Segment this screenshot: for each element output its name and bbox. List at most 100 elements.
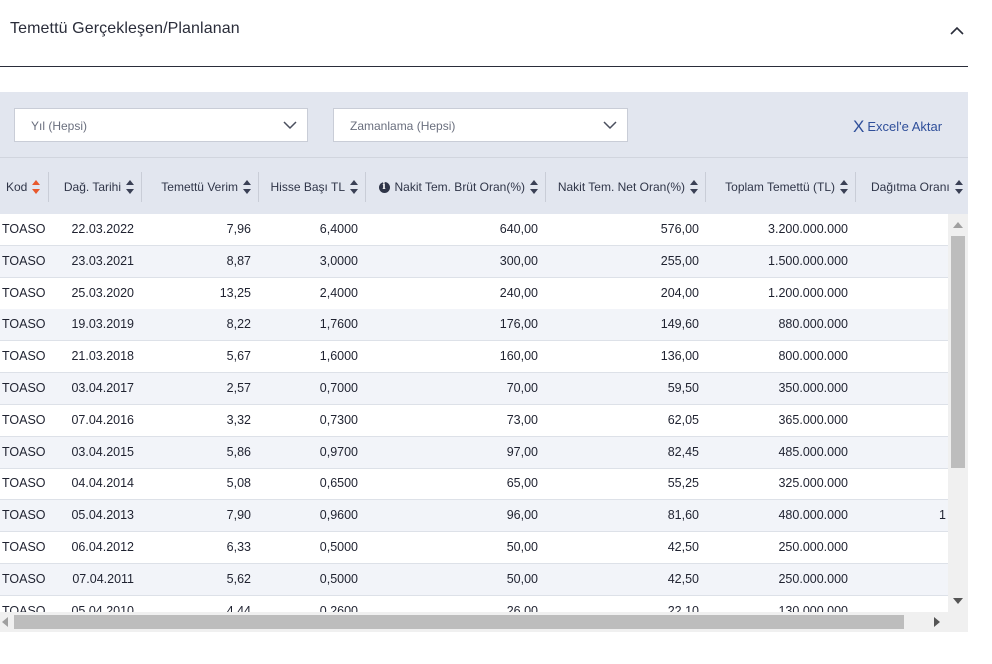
table-row[interactable]: TOASO 07.04.2011 5,62 0,5000 50,00 42,50 250.0… — [0, 563, 948, 596]
column-header-label: Nakit Tem. Brüt Oran(%) — [394, 180, 525, 194]
cell-toplam-temettu: 130.000.000 — [778, 603, 848, 612]
column-header-dag-tarihi[interactable]: Dağ. Tarihi — [49, 172, 142, 202]
cell-dagitma-orani — [860, 341, 946, 372]
cell-kod: TOASO — [2, 381, 46, 395]
sort-icon[interactable] — [126, 180, 135, 194]
column-header-kod[interactable]: Kod — [0, 172, 49, 202]
table-row[interactable]: TOASO 03.04.2015 5,86 0,9700 97,00 82,45 485.0… — [0, 436, 948, 469]
cell-dag-tarihi: 19.03.2019 — [71, 317, 134, 332]
column-header-nakit-brut[interactable]: i Nakit Tem. Brüt Oran(%) — [366, 172, 546, 202]
table-row[interactable]: TOASO 22.03.2022 7,96 6,4000 640,00 576,00 3.2… — [0, 214, 948, 246]
cell-dagitma-orani — [860, 532, 946, 563]
table-row[interactable]: TOASO 23.03.2021 8,87 3,0000 300,00 255,00 1.5… — [0, 245, 948, 278]
cell-dag-tarihi: 05.04.2013 — [71, 508, 134, 523]
cell-dagitma-orani — [860, 214, 946, 245]
cell-nakit-net: 81,60 — [667, 508, 699, 523]
cell-hisse-basi-tl: 0,7000 — [319, 381, 358, 395]
cell-toplam-temettu: 1.500.000.000 — [768, 253, 848, 268]
cell-toplam-temettu: 800.000.000 — [778, 349, 848, 364]
excel-export-button[interactable]: X Excel'e Aktar — [853, 117, 942, 137]
cell-kod: TOASO — [2, 603, 46, 612]
sort-icon[interactable] — [32, 180, 41, 194]
table-row[interactable]: TOASO 21.03.2018 5,67 1,6000 160,00 136,00 800… — [0, 341, 948, 374]
cell-temettu-verim: 5,67 — [226, 349, 251, 364]
cell-kod: TOASO — [2, 508, 46, 523]
column-header-hisse-basi-tl[interactable]: Hisse Başı TL — [259, 172, 366, 202]
chevron-down-icon — [603, 121, 617, 130]
cell-nakit-net: 255,00 — [660, 253, 699, 268]
cell-nakit-net: 42,50 — [667, 540, 699, 554]
cell-dagitma-orani — [860, 468, 946, 499]
horizontal-scrollbar[interactable] — [0, 612, 968, 632]
cell-nakit-brut: 640,00 — [499, 222, 538, 236]
cell-temettu-verim: 6,33 — [226, 540, 251, 554]
cell-kod: TOASO — [2, 253, 46, 268]
column-header-label: Kod — [6, 180, 28, 194]
cell-kod: TOASO — [2, 222, 46, 236]
table-row[interactable]: TOASO 07.04.2016 3,32 0,7300 73,00 62,05 365.0… — [0, 405, 948, 437]
table-row[interactable]: TOASO 03.04.2017 2,57 0,7000 70,00 59,50 350.0… — [0, 373, 948, 405]
cell-dagitma-orani: 1 — [939, 508, 946, 523]
timing-select[interactable]: Zamanlama (Hepsi) — [333, 108, 628, 142]
cell-hisse-basi-tl: 0,6500 — [319, 476, 358, 491]
table-row[interactable]: TOASO 05.04.2013 7,90 0,9600 96,00 81,60 480.0… — [0, 500, 948, 533]
cell-nakit-net: 576,00 — [660, 222, 699, 236]
column-header-dagitma-orani[interactable]: Dağıtma Oranı — [856, 172, 968, 202]
cell-kod: TOASO — [2, 476, 46, 491]
cell-nakit-brut: 70,00 — [506, 381, 538, 395]
column-header-nakit-net[interactable]: Nakit Tem. Net Oran(%) — [546, 172, 706, 202]
cell-kod: TOASO — [2, 349, 46, 364]
cell-nakit-net: 149,60 — [660, 317, 699, 332]
cell-nakit-brut: 65,00 — [506, 476, 538, 491]
column-header-label: Nakit Tem. Net Oran(%) — [557, 180, 685, 194]
scroll-up-arrow-icon[interactable] — [953, 222, 963, 228]
cell-toplam-temettu: 480.000.000 — [778, 508, 848, 523]
scroll-left-arrow-icon[interactable] — [2, 617, 8, 627]
column-header-temettu-verim[interactable]: Temettü Verim — [142, 172, 259, 202]
cell-nakit-brut: 73,00 — [506, 412, 538, 427]
cell-kod: TOASO — [2, 412, 46, 427]
sort-icon[interactable] — [954, 180, 963, 194]
year-select[interactable]: Yıl (Hepsi) — [14, 108, 308, 142]
cell-toplam-temettu: 485.000.000 — [778, 444, 848, 459]
cell-kod: TOASO — [2, 540, 46, 554]
cell-dag-tarihi: 06.04.2012 — [71, 540, 134, 554]
table-row[interactable]: TOASO 05.04.2010 4,44 0,2600 26,00 22,10 130.0… — [0, 596, 948, 612]
table-row[interactable]: TOASO 25.03.2020 13,25 2,4000 240,00 204,00 1.… — [0, 278, 948, 310]
scroll-down-arrow-icon[interactable] — [953, 598, 963, 604]
table-row[interactable]: TOASO 19.03.2019 8,22 1,7600 176,00 149,60 880… — [0, 309, 948, 342]
sort-icon[interactable] — [530, 180, 539, 194]
sort-icon[interactable] — [840, 180, 849, 194]
cell-dagitma-orani — [860, 564, 946, 595]
cell-hisse-basi-tl: 0,5000 — [319, 540, 358, 554]
cell-temettu-verim: 2,57 — [226, 381, 251, 395]
cell-hisse-basi-tl: 6,4000 — [319, 222, 358, 236]
cell-toplam-temettu: 365.000.000 — [778, 412, 848, 427]
scroll-right-arrow-icon[interactable] — [934, 617, 940, 627]
cell-temettu-verim: 8,22 — [226, 317, 251, 332]
info-icon[interactable]: i — [378, 181, 390, 193]
section-header: Temettü Gerçekleşen/Planlanan — [0, 0, 968, 67]
vertical-scrollbar[interactable] — [948, 214, 968, 612]
cell-hisse-basi-tl: 0,2600 — [319, 603, 358, 612]
cell-temettu-verim: 8,87 — [226, 253, 251, 268]
sort-icon[interactable] — [690, 180, 699, 194]
cell-kod: TOASO — [2, 285, 46, 300]
sort-icon[interactable] — [350, 180, 359, 194]
year-select-value: Yıl (Hepsi) — [31, 119, 88, 133]
horizontal-scroll-thumb[interactable] — [14, 615, 904, 629]
vertical-scroll-thumb[interactable] — [951, 236, 965, 468]
cell-dagitma-orani — [860, 278, 946, 309]
chevron-up-icon[interactable] — [948, 24, 966, 38]
table-row[interactable]: TOASO 04.04.2014 5,08 0,6500 65,00 55,25 325.0… — [0, 468, 948, 501]
cell-dag-tarihi: 03.04.2015 — [71, 444, 134, 459]
column-header-label: Temettü Verim — [161, 180, 238, 194]
column-header-toplam-temettu[interactable]: Toplam Temettü (TL) — [706, 172, 856, 202]
cell-dag-tarihi: 07.04.2016 — [71, 412, 134, 427]
cell-hisse-basi-tl: 1,6000 — [319, 349, 358, 364]
table-row[interactable]: TOASO 06.04.2012 6,33 0,5000 50,00 42,50 250.0… — [0, 532, 948, 564]
cell-kod: TOASO — [2, 444, 46, 459]
cell-kod: TOASO — [2, 317, 46, 332]
cell-hisse-basi-tl: 0,9700 — [319, 444, 358, 459]
sort-icon[interactable] — [243, 180, 252, 194]
